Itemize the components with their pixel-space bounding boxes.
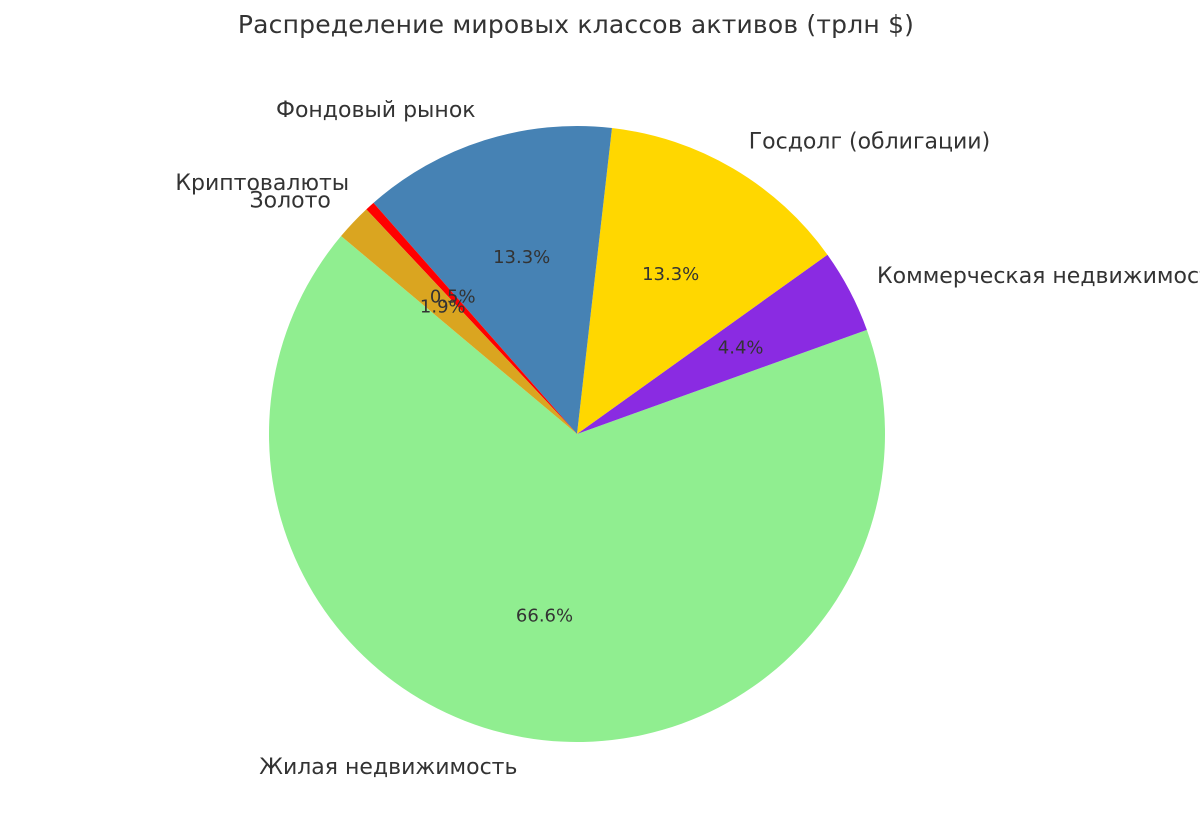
slice-percent-5: 1.9%	[420, 296, 466, 317]
slice-label-5: Золото	[250, 189, 331, 214]
pie-slice-1	[577, 254, 867, 434]
pie-slice-0	[268, 236, 885, 743]
slice-label-0: Жилая недвижимость	[259, 755, 517, 780]
pie-slice-4	[366, 202, 577, 434]
slice-percent-2: 13.3%	[642, 264, 699, 285]
pie-slice-2	[577, 127, 828, 435]
chart-title: Распределение мировых классов активов (т…	[237, 10, 915, 39]
slice-label-3: Фондовый рынок	[276, 98, 476, 123]
slice-label-2: Госдолг (облигации)	[749, 129, 990, 154]
slice-percent-4: 0.5%	[430, 287, 476, 308]
slice-percent-3: 13.3%	[493, 247, 550, 268]
pie-slice-3	[373, 125, 612, 434]
pie-labels: Жилая недвижимость 66.6% Коммерческая недв…	[175, 98, 1200, 780]
slice-percent-1: 4.4%	[718, 338, 764, 359]
slice-label-4: Криптовалюты	[175, 171, 349, 196]
slice-percent-0: 66.6%	[516, 605, 573, 626]
pie-slice-5	[341, 209, 577, 434]
pie-slices	[268, 125, 885, 743]
slice-label-1: Коммерческая недвижимость	[877, 264, 1200, 289]
